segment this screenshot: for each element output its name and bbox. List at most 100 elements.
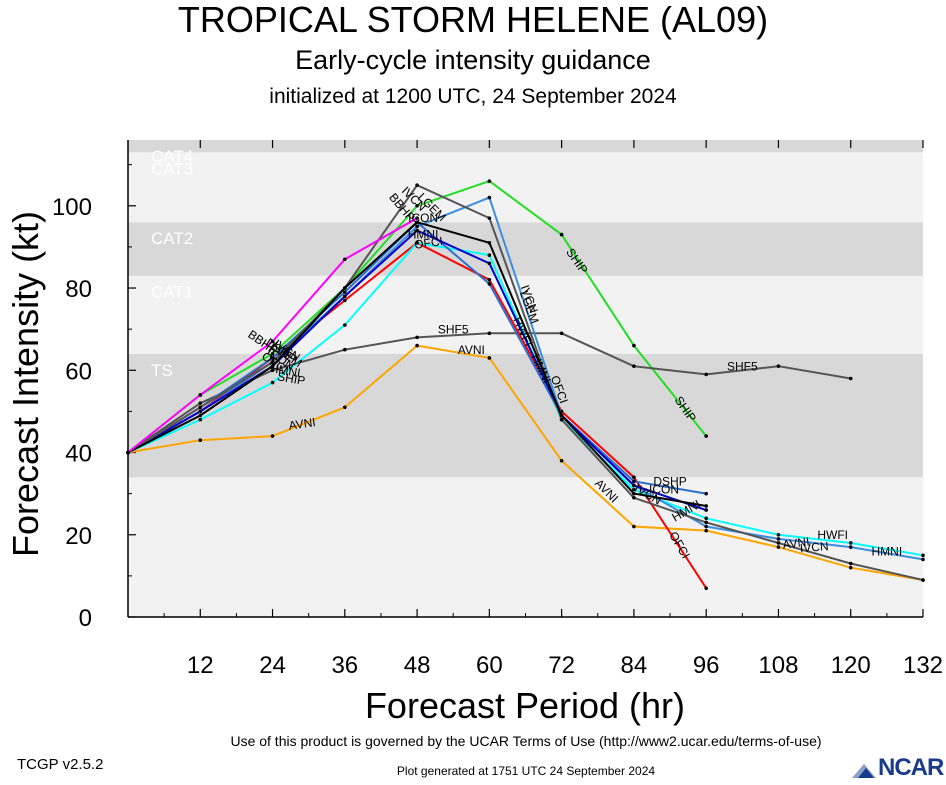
point-hwfi [343,323,347,327]
point-dshp [632,479,636,484]
point-avni [632,524,636,529]
x-tick-label: 84 [621,652,648,679]
point-bbhp [343,257,347,262]
point-avni [343,405,347,410]
band-label-cat3: CAT3 [151,159,193,178]
y-tick-label: 80 [65,276,92,303]
series-icon [126,220,708,508]
point-hwfi [848,541,853,545]
point-hwfi [198,417,203,422]
point-shf5 [559,331,564,336]
point-shf5 [415,335,419,340]
point-shf5 [632,364,636,368]
y-tick-label: 60 [65,358,92,385]
series-ivcn [126,183,925,582]
x-tick-label: 24 [259,652,286,679]
point-ivcn [776,541,781,545]
point-lgem [704,508,708,512]
point-ivcn [704,520,708,525]
point-ship [559,232,564,237]
ncar-logo-icon [852,764,876,778]
series-label-avni: AVNI [288,415,317,433]
point-dshp [487,282,492,286]
series-label-ship: SHIP [276,369,306,388]
point-icon [343,286,347,290]
x-tick-label: 60 [476,652,503,679]
band-cat3 [128,152,923,223]
line-ivcn [127,184,924,581]
x-tick-label: 48 [404,652,431,679]
point-icon [559,413,564,418]
point-bbhp [198,393,203,397]
series-label-hmni: HMNI [408,228,439,242]
point-hmni [704,524,708,529]
y-tick-label: 20 [65,523,92,550]
point-ivcn [559,417,564,422]
point-shf5 [343,347,347,352]
series-label-hwfi: HWFI [817,528,848,542]
point-ship [270,352,275,356]
y-tick-label: 100 [52,194,92,221]
point-shf5 [270,368,275,373]
series-label-shf5: SHF5 [438,322,469,336]
y-tick-label: 40 [65,441,92,468]
point-avni [559,458,564,463]
point-shf5 [487,331,492,336]
point-avni [848,565,853,570]
point-hmni [848,545,853,549]
generated-time: Plot generated at 1751 UTC 24 September … [396,764,656,778]
point-ivcn [198,405,203,410]
point-hwfi [270,380,275,385]
line-avni [127,344,924,581]
point-ivcn [632,495,636,500]
x-tick-label: 72 [548,652,575,679]
series-bbhp [126,216,419,455]
point-hmni [921,557,925,562]
point-ivcn [415,183,419,188]
point-ivcn [921,578,925,582]
series-label-icon: ICON [408,211,438,225]
series-label-icon: ICON [649,483,679,497]
ncar-logo-text: NCAR [878,754,944,781]
point-hwfi [921,553,925,558]
point-ivcn [487,216,492,220]
point-icon [704,504,708,508]
chart-title: TROPICAL STORM HELENE (AL09) [177,0,769,40]
x-axis-label: Forecast Period (hr) [365,685,685,726]
band-label-cat4: CAT4 [151,147,193,166]
point-shf5 [704,372,708,377]
axes: 12 24 36 48 60 72 84 96 108 120 132 0 20 40 60 80 100 [52,140,943,679]
series-label-ivcn: IVCN [799,539,829,555]
point-ship [704,434,708,438]
point-icon [270,364,275,368]
series-label-avni: AVNI [458,343,485,357]
point-ivcn [848,561,853,566]
point-shf5 [848,376,853,381]
x-tick-label: 132 [903,652,943,679]
band-cat4 [128,140,923,153]
point-icon [415,220,419,225]
point-dshp [270,356,275,360]
point-bbhp [415,216,419,220]
point-hmni [415,224,419,229]
point-ofci [487,278,492,282]
point-hwfi [704,516,708,521]
point-lgem [198,409,203,414]
point-icon [487,241,492,245]
chart-subtitle: Early-cycle intensity guidance [295,45,651,75]
point-bbhp [126,450,130,455]
point-lgem [343,294,347,299]
ncar-logo: NCAR [850,752,946,781]
init-time: initialized at 1200 UTC, 24 September 20… [269,85,677,108]
point-hmni [776,537,781,541]
version-label: TCGP v2.5.2 [17,756,104,773]
point-lgem [487,261,492,266]
x-tick-label: 96 [693,652,720,679]
series-label-avni: AVNI [782,534,811,552]
point-icon [198,413,203,418]
point-avni [776,545,781,549]
series-label-ofci: OFCI [413,234,443,252]
y-axis-label: Forecast Intensity (kt) [5,211,46,557]
